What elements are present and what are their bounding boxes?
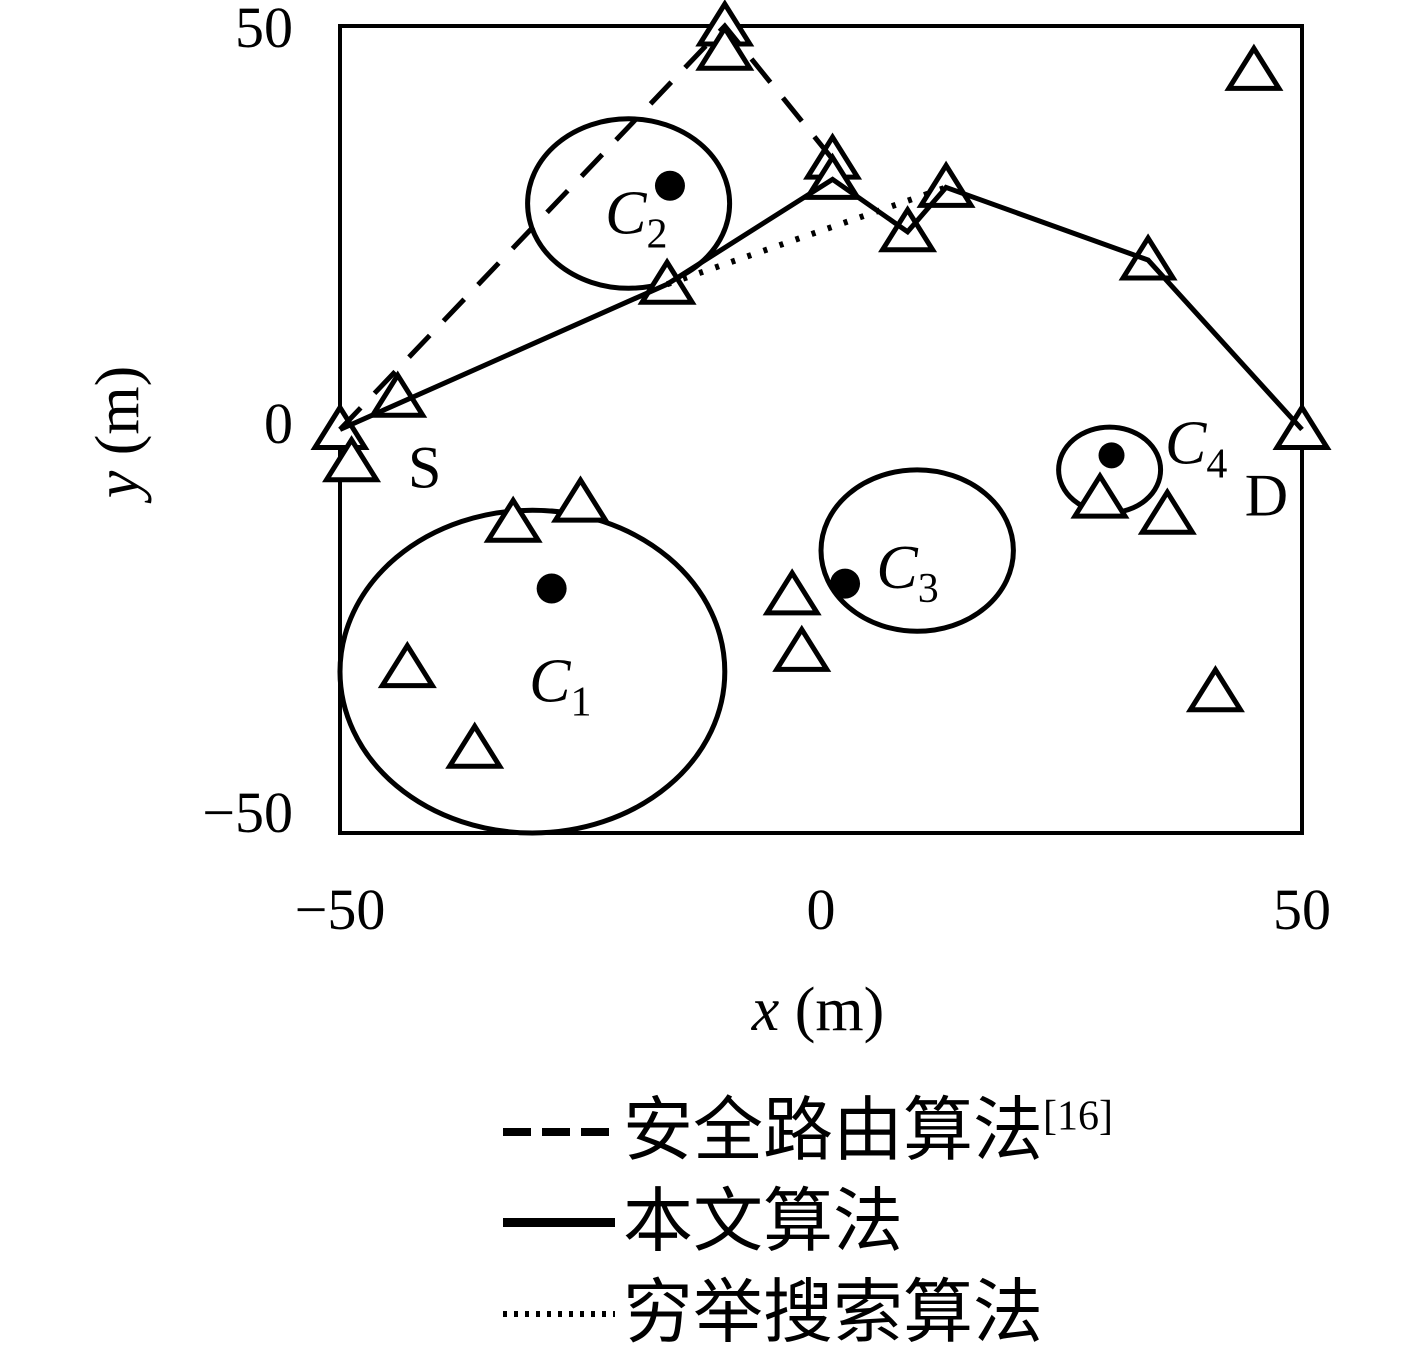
- legend-item-exhaustive-search: 穷举搜索算法: [503, 1268, 1113, 1359]
- cluster-circle-C1: [337, 507, 728, 836]
- endpoint-label-S: S: [408, 434, 441, 500]
- node-triangle: [1185, 665, 1245, 713]
- y-axis-var: y: [84, 470, 152, 504]
- cluster-center-dot-C2: [654, 170, 685, 201]
- node-triangle: [762, 568, 822, 616]
- y-tick-label: −50: [202, 780, 293, 845]
- legend-text: 穷举搜索算法: [623, 1275, 1043, 1352]
- node-triangle: [368, 370, 428, 418]
- cluster-label-main: C: [529, 648, 571, 716]
- cluster-label-sub: 1: [570, 680, 591, 726]
- cluster-label-sub: 4: [1206, 442, 1227, 488]
- x-tick-label: −50: [295, 877, 386, 942]
- x-axis-var: x: [751, 976, 780, 1044]
- y-axis-unit: (m): [84, 366, 152, 471]
- node-triangle: [377, 640, 437, 689]
- cluster-label-main: C: [605, 180, 647, 248]
- cluster-label-sub: 2: [646, 212, 667, 258]
- cluster-center-dot-C1: [536, 573, 567, 604]
- endpoint-label-D: D: [1245, 463, 1288, 529]
- dotted-line-swatch: [503, 1310, 615, 1317]
- x-axis-title: x (m): [751, 976, 885, 1044]
- legend-label: 安全路由算法[16]: [623, 1086, 1113, 1177]
- node-triangle: [695, 23, 755, 71]
- legend-item-proposed: 本文算法: [503, 1177, 1113, 1268]
- legend-item-secure-routing: 安全路由算法[16]: [503, 1086, 1113, 1177]
- cluster-label-C2: C2: [605, 180, 667, 258]
- x-tick-label: 0: [807, 877, 836, 942]
- y-axis-title: y (m): [84, 366, 152, 505]
- legend-label: 穷举搜索算法: [623, 1268, 1043, 1359]
- cluster-circle-C2: [525, 116, 733, 291]
- node-triangle: [1224, 43, 1284, 91]
- cluster-label-C4: C4: [1165, 410, 1227, 488]
- node-triangle: [445, 721, 505, 769]
- node-triangle: [322, 435, 382, 483]
- legend: 安全路由算法[16] 本文算法 穷举搜索算法: [503, 1086, 1113, 1359]
- cluster-center-dot-C3: [830, 568, 861, 599]
- node-triangle: [1137, 487, 1197, 535]
- y-tick-label: 0: [264, 391, 293, 456]
- cluster-label-C3: C3: [876, 534, 938, 612]
- x-axis-unit: (m): [779, 976, 884, 1044]
- cluster-label-C1: C1: [529, 648, 591, 726]
- y-tick-label: 50: [235, 0, 293, 60]
- legend-citation: [16]: [1043, 1093, 1113, 1140]
- node-triangle: [550, 475, 611, 523]
- node-triangle: [772, 624, 832, 672]
- x-tick-label: 50: [1273, 877, 1331, 942]
- legend-label: 本文算法: [623, 1177, 903, 1268]
- node-triangle: [1070, 471, 1130, 519]
- cluster-label-sub: 3: [918, 566, 939, 612]
- dashed-line-swatch: [503, 1127, 615, 1136]
- legend-text: 本文算法: [623, 1184, 903, 1261]
- node-triangle: [483, 495, 543, 543]
- cluster-center-dot-C4: [1098, 442, 1125, 469]
- route-proposed: [338, 176, 1304, 432]
- solid-line-swatch: [503, 1218, 615, 1227]
- legend-text: 安全路由算法: [623, 1093, 1043, 1170]
- cluster-label-main: C: [1165, 410, 1207, 478]
- route-secure-routing: [338, 22, 835, 432]
- cluster-circle-C3: [818, 467, 1016, 634]
- cluster-label-main: C: [876, 534, 918, 602]
